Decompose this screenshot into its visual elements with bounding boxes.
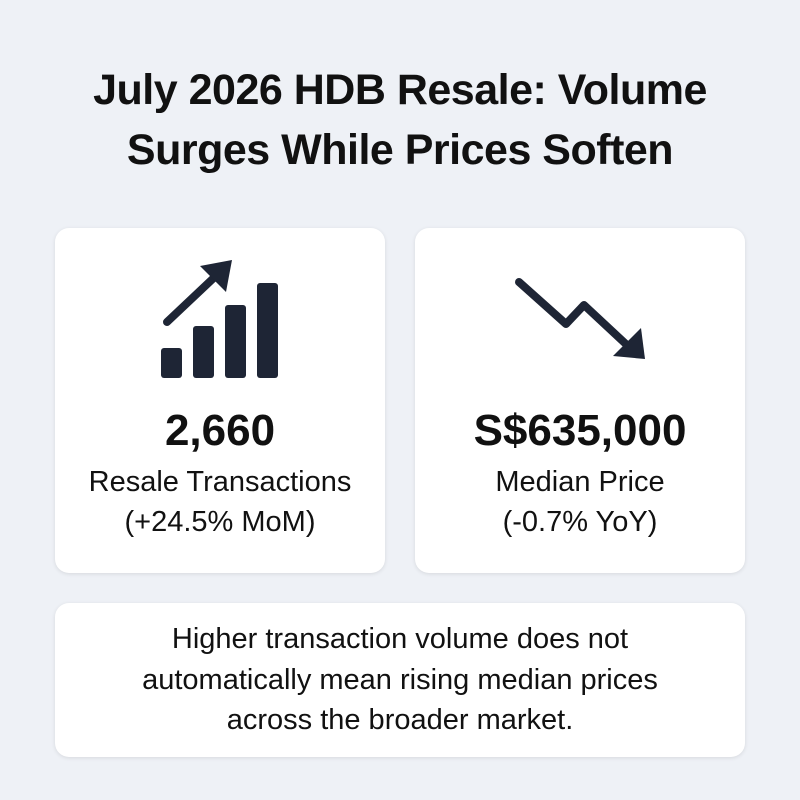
stat-label: Median Price bbox=[495, 466, 665, 498]
stat-value: S$635,000 bbox=[473, 406, 687, 455]
title-line: July 2026 HDB Resale: Volume bbox=[93, 66, 707, 114]
note-line: automatically mean rising median prices bbox=[142, 664, 658, 696]
stat-value: 2,660 bbox=[164, 406, 276, 455]
note-line: Higher transaction volume does not bbox=[171, 623, 629, 655]
note-card: Higher transaction volume does not autom… bbox=[55, 603, 745, 757]
stat-card: 2,660 Resale Transactions (+24.5% MoM) bbox=[55, 228, 385, 573]
stat-change: (+24.5% MoM) bbox=[124, 506, 316, 538]
note-line: across the broader market. bbox=[226, 704, 574, 736]
title-line: Surges While Prices Soften bbox=[126, 126, 674, 174]
stat-card: S$635,000 Median Price (-0.7% YoY) bbox=[415, 228, 745, 573]
stat-change: (-0.7% YoY) bbox=[502, 506, 658, 538]
decline-icon bbox=[515, 278, 645, 359]
stat-label: Resale Transactions bbox=[88, 466, 352, 498]
growth-icon bbox=[161, 260, 278, 378]
